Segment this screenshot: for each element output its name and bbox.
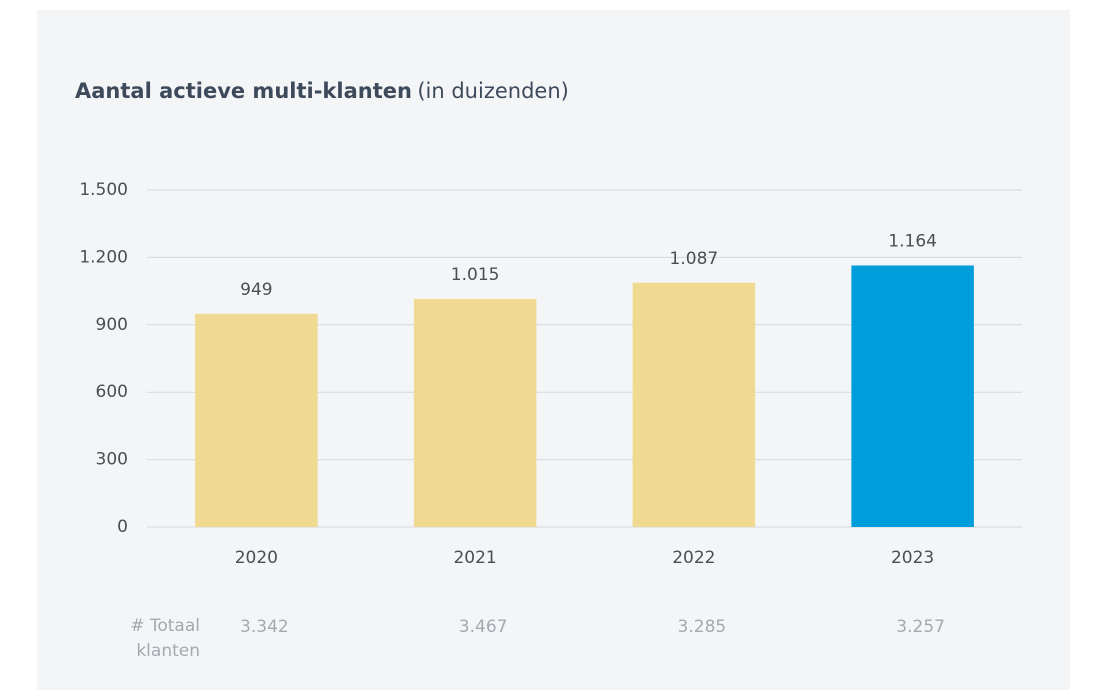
y-tick-label: 900 [96, 315, 128, 335]
y-tick-label: 300 [96, 450, 128, 470]
x-tick-label: 2022 [672, 548, 715, 568]
bar [632, 282, 756, 527]
chart-subtitle: (in duizenden) [417, 79, 569, 103]
value-label: 949 [240, 280, 272, 300]
footer-value: 3.467 [459, 617, 508, 637]
y-tick-label: 0 [117, 517, 128, 537]
y-tick-label: 1.500 [79, 180, 128, 200]
bar [851, 265, 974, 527]
x-tick-label: 2020 [235, 548, 278, 568]
y-tick-label: 600 [96, 382, 128, 402]
chart-title-group: Aantal actieve multi-klanten (in duizend… [75, 79, 569, 103]
value-label: 1.087 [670, 249, 719, 269]
x-tick-label: 2021 [453, 548, 496, 568]
bar [413, 298, 537, 527]
footer-value: 3.342 [240, 617, 289, 637]
footer-label: # Totaal klanten [130, 616, 200, 661]
x-tick-label: 2023 [891, 548, 934, 568]
value-label: 1.015 [451, 265, 500, 285]
value-label: 1.164 [888, 231, 937, 251]
footer-value: 3.257 [896, 617, 945, 637]
bar [195, 313, 318, 527]
footer-value: 3.285 [678, 617, 727, 637]
y-tick-label: 1.200 [79, 247, 128, 267]
chart-title: Aantal actieve multi-klanten [75, 79, 412, 103]
